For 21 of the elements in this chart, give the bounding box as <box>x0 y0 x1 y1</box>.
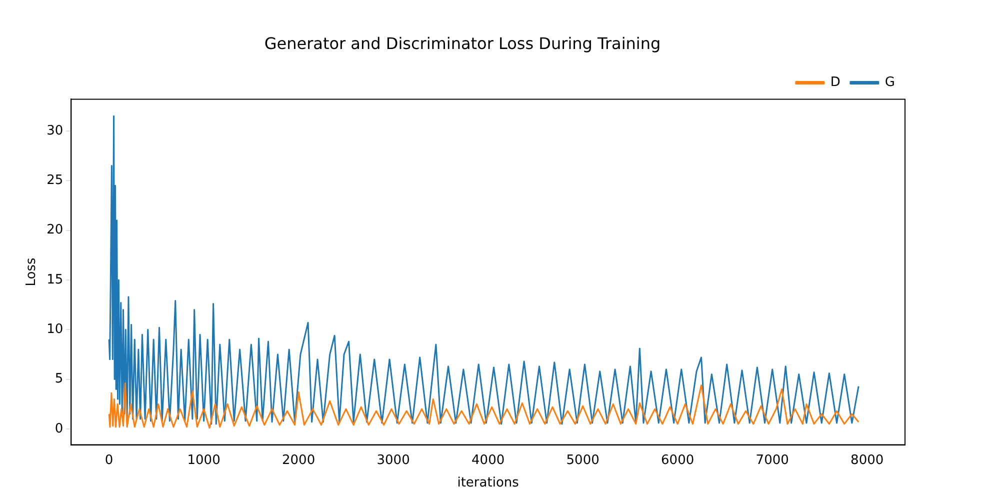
y-tick-label: 25 <box>46 173 64 188</box>
x-tick-label: 5000 <box>566 452 600 468</box>
y-tick-label: 0 <box>54 421 64 436</box>
y-tick-label: 10 <box>46 322 64 337</box>
x-tick-label: 2000 <box>282 452 316 468</box>
x-tick-label: 7000 <box>756 452 789 468</box>
x-tick-label: 0 <box>104 452 114 468</box>
x-tick-label: 3000 <box>376 452 410 468</box>
x-axis-title: iterations <box>457 476 520 491</box>
x-tick-label: 4000 <box>472 452 505 468</box>
legend-label: D <box>830 75 840 90</box>
y-axis-title: Loss <box>24 258 40 286</box>
chart-title: Generator and Discriminator Loss During Training <box>264 34 661 53</box>
y-tick-label: 30 <box>46 123 64 138</box>
x-tick-label: 8000 <box>850 452 884 468</box>
y-tick-label: 5 <box>54 372 64 387</box>
x-tick-label: 1000 <box>187 452 220 468</box>
y-tick-label: 15 <box>46 272 64 288</box>
legend-label: G <box>884 75 896 90</box>
y-tick-label: 20 <box>46 222 64 238</box>
x-tick-label: 6000 <box>661 452 694 468</box>
